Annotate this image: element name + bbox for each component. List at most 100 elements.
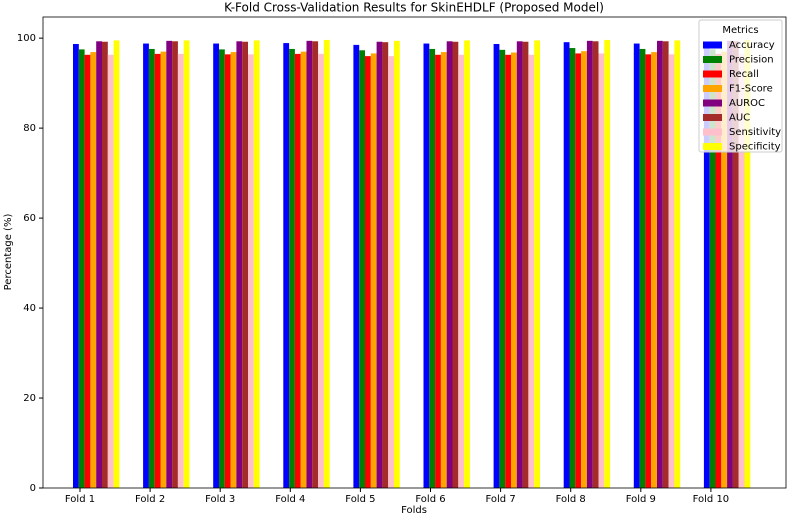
bar <box>143 43 149 489</box>
y-tick-label: 80 <box>23 123 36 134</box>
legend-label: Specificity <box>729 142 781 153</box>
bar <box>283 43 290 489</box>
bar <box>651 52 657 488</box>
y-tick-label: 40 <box>23 303 36 314</box>
bar <box>359 50 365 488</box>
bar <box>318 53 324 489</box>
bar <box>102 41 108 488</box>
bar <box>312 41 319 488</box>
x-tick-label: Fold 4 <box>275 494 305 505</box>
bar <box>604 39 611 489</box>
bar <box>709 49 716 489</box>
bar <box>248 54 254 489</box>
bar <box>365 56 371 488</box>
bar <box>160 51 167 488</box>
bar <box>528 54 535 488</box>
x-tick-label: Fold 1 <box>65 494 95 505</box>
bar <box>294 53 301 489</box>
bar <box>581 51 587 488</box>
bar <box>73 43 79 489</box>
bar <box>289 48 295 489</box>
bar <box>423 43 430 489</box>
bar <box>505 54 511 488</box>
bar <box>376 41 383 488</box>
legend-swatch <box>703 114 722 121</box>
y-axis-label: Percentage (%) <box>3 214 14 291</box>
bar <box>738 53 745 489</box>
bar <box>674 40 681 489</box>
legend-label: F1-Score <box>729 84 773 95</box>
bar <box>435 54 441 488</box>
bar <box>306 40 313 488</box>
bar <box>183 40 190 489</box>
x-tick-label: Fold 9 <box>626 494 656 505</box>
y-tick-label: 60 <box>23 213 36 224</box>
bar <box>452 41 459 488</box>
bar <box>592 41 599 488</box>
legend-swatch <box>703 128 722 136</box>
bar <box>154 53 161 489</box>
bar <box>464 40 470 489</box>
bar <box>744 39 751 489</box>
legend-swatch <box>703 85 722 92</box>
bar <box>569 48 576 489</box>
bar <box>90 52 97 488</box>
bar <box>458 54 465 488</box>
bar <box>586 40 593 488</box>
x-tick-label: Fold 10 <box>693 494 730 505</box>
x-tick-label: Fold 6 <box>415 494 445 505</box>
bar <box>522 41 529 488</box>
x-tick-label: Fold 2 <box>135 494 165 505</box>
bar <box>172 41 178 488</box>
legend-swatch <box>703 56 722 63</box>
bar <box>242 41 248 488</box>
legend-swatch <box>703 143 722 150</box>
bar <box>353 44 360 489</box>
bar <box>493 43 500 489</box>
chart-title: K-Fold Cross-Validation Results for Skin… <box>224 1 604 15</box>
bar <box>703 43 710 489</box>
bar <box>575 53 582 489</box>
bar <box>323 39 330 489</box>
bar <box>715 53 722 489</box>
bar <box>84 54 91 488</box>
bar <box>300 51 307 488</box>
bar <box>177 53 184 489</box>
legend-swatch <box>703 41 722 49</box>
bar <box>113 40 120 489</box>
bar <box>78 49 85 489</box>
legend-swatch <box>703 99 722 107</box>
bar <box>633 43 640 489</box>
x-tick-label: Fold 7 <box>486 494 516 505</box>
bar <box>721 51 728 488</box>
y-tick-label: 20 <box>23 393 36 404</box>
bar <box>219 49 225 489</box>
legend-label: Precision <box>729 55 774 66</box>
bar <box>668 54 675 489</box>
bar <box>440 52 447 488</box>
bar <box>534 40 540 489</box>
x-tick-label: Fold 3 <box>205 494 235 505</box>
bar <box>563 42 570 488</box>
y-tick-label: 0 <box>30 483 36 494</box>
legend-label: Sensitivity <box>729 127 781 138</box>
bar <box>598 53 605 489</box>
bar <box>236 41 243 488</box>
bar <box>166 40 173 488</box>
bar <box>370 53 377 489</box>
bar <box>224 54 231 489</box>
legend-label: Recall <box>729 69 759 80</box>
x-axis-label: Folds <box>401 505 427 516</box>
bar <box>429 48 436 489</box>
bar <box>394 40 400 488</box>
bar <box>213 43 219 489</box>
bar <box>107 54 114 488</box>
legend-title: Metrics <box>722 25 758 36</box>
legend-swatch <box>703 70 722 78</box>
legend-label: AUC <box>729 113 750 124</box>
bar <box>645 54 652 489</box>
bar <box>253 40 260 489</box>
bar <box>148 48 155 489</box>
